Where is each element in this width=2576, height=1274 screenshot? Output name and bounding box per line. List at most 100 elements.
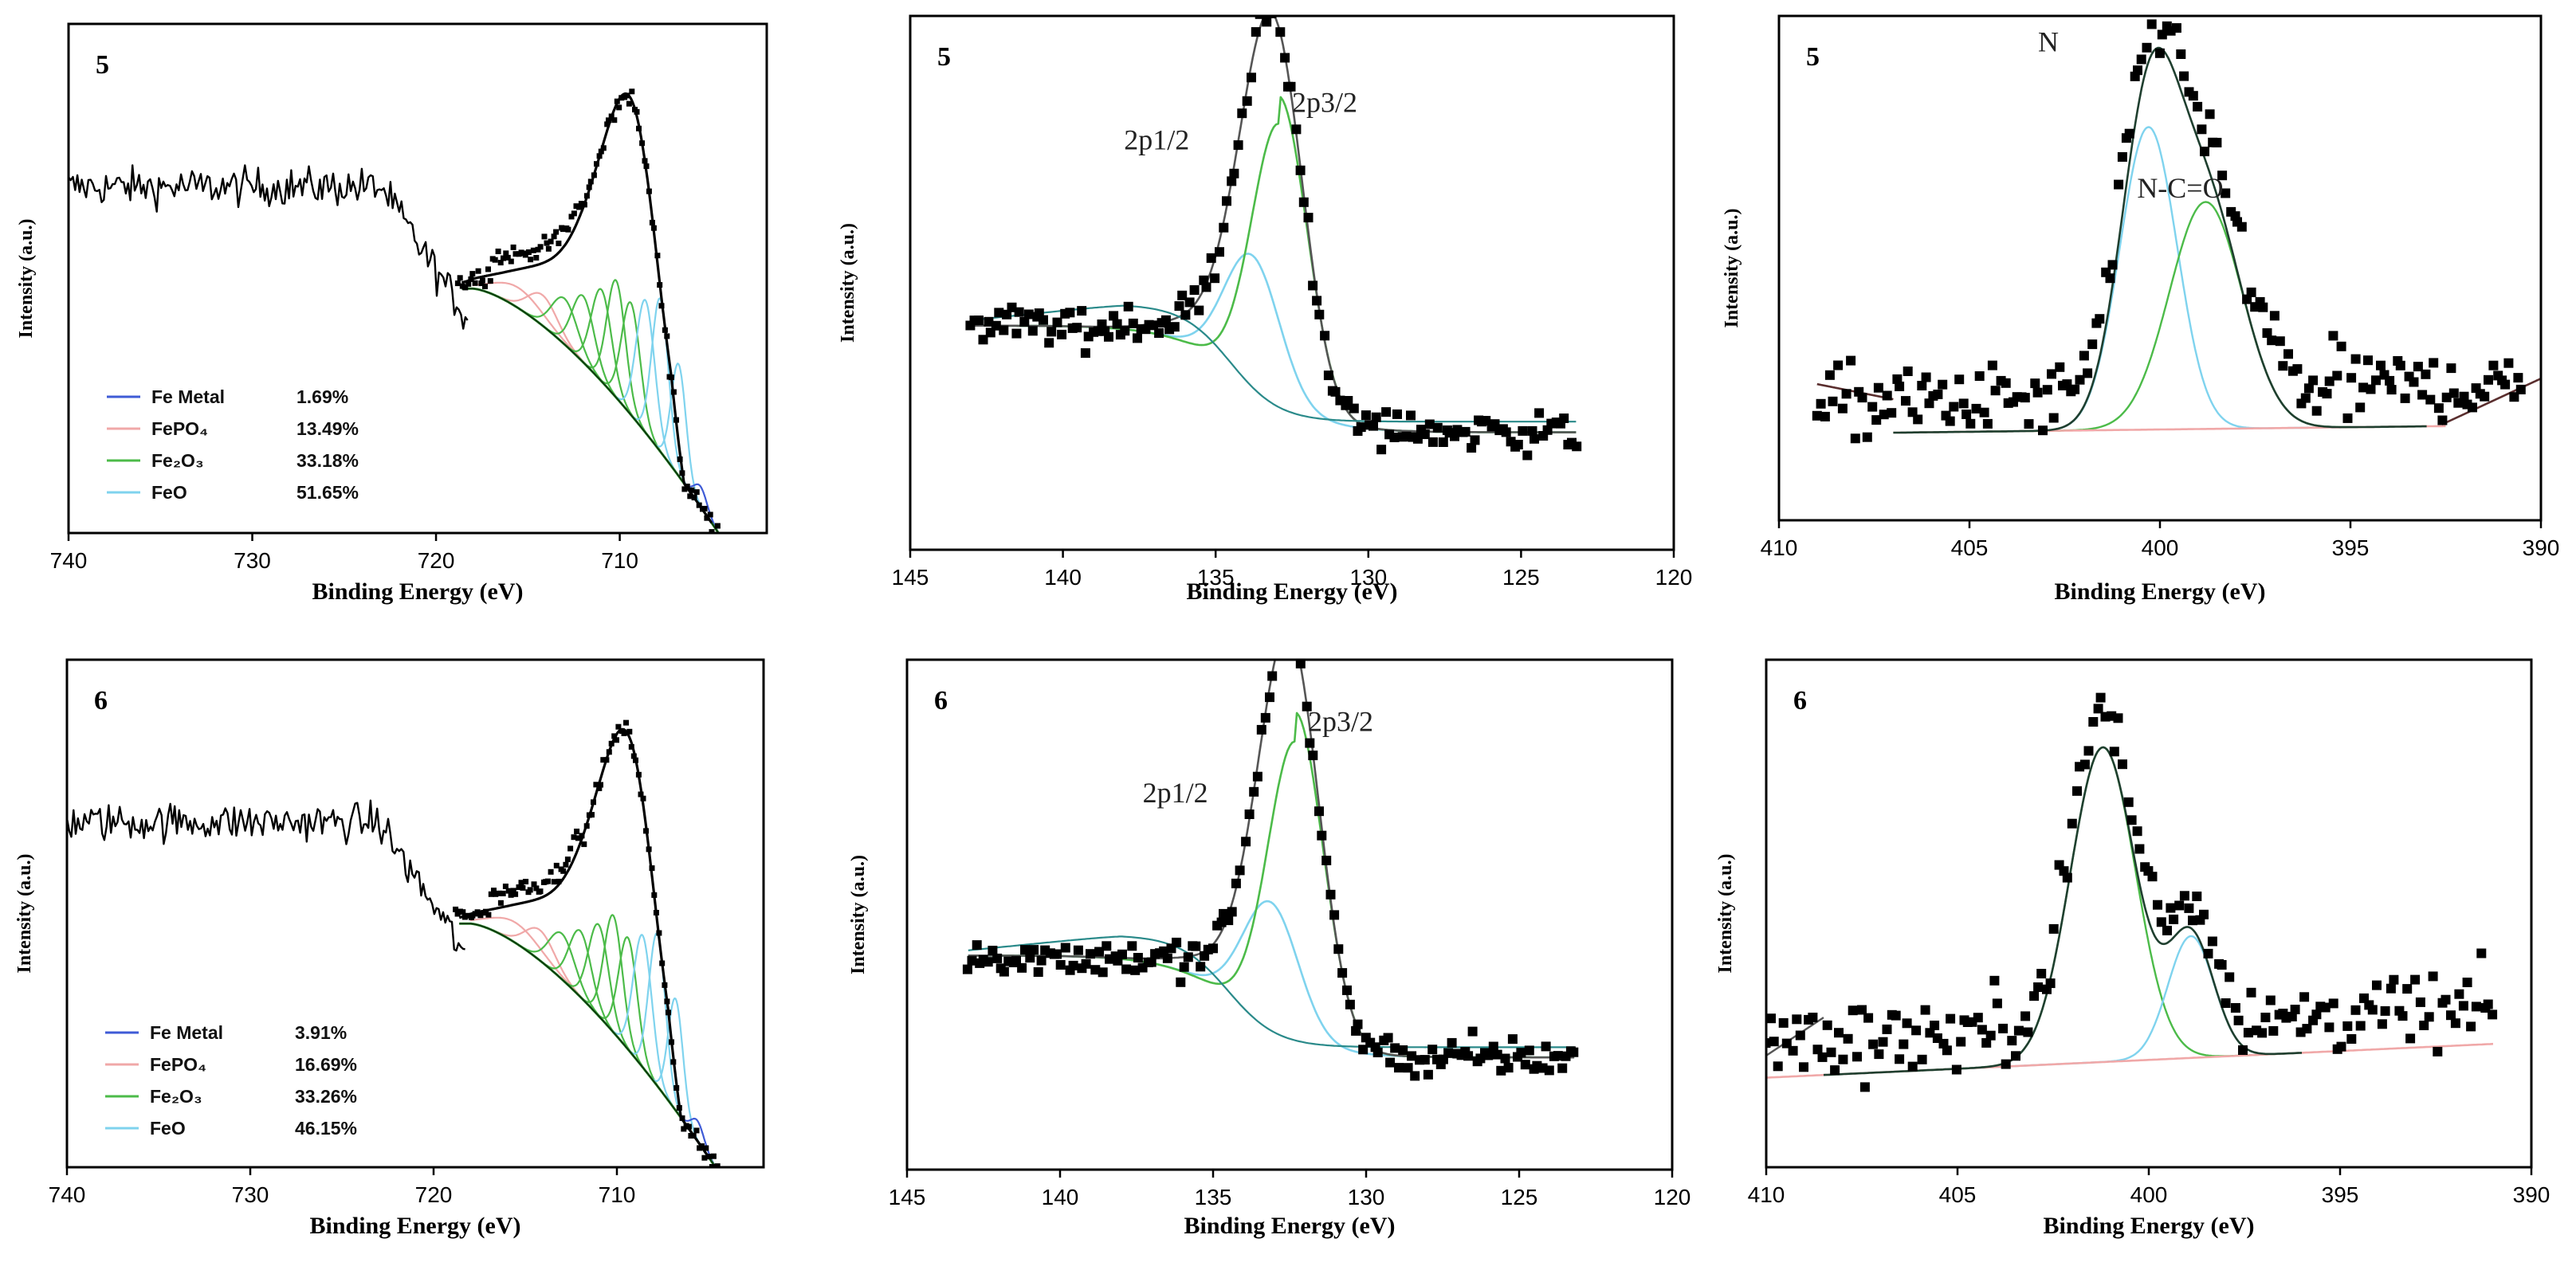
data-point bbox=[2448, 388, 2459, 398]
data-point bbox=[2001, 1059, 2011, 1069]
data-point bbox=[2380, 1005, 2390, 1016]
data-point bbox=[693, 489, 700, 496]
data-point bbox=[1942, 1045, 1952, 1056]
data-point bbox=[1443, 1048, 1454, 1058]
data-point bbox=[1101, 941, 1112, 951]
data-point bbox=[1260, 712, 1270, 723]
x-tick-label: 410 bbox=[1761, 535, 1798, 560]
x-tick-label: 135 bbox=[1195, 1185, 1232, 1209]
data-point bbox=[594, 161, 599, 167]
data-point bbox=[2320, 1002, 2331, 1013]
data-point bbox=[1524, 1045, 1534, 1056]
data-point bbox=[2200, 147, 2209, 157]
plot-area bbox=[1766, 692, 2498, 1092]
data-point bbox=[2476, 948, 2487, 958]
data-point bbox=[1343, 396, 1353, 406]
data-point bbox=[2268, 1025, 2279, 1036]
data-point bbox=[1210, 273, 1220, 284]
y-axis-label: Intensity (a.u.) bbox=[1722, 208, 1742, 327]
data-point bbox=[1267, 671, 1278, 681]
data-point bbox=[1280, 53, 1290, 63]
data-point bbox=[1235, 865, 1245, 876]
data-point bbox=[2303, 383, 2314, 394]
data-point bbox=[2311, 1009, 2322, 1020]
data-point bbox=[1766, 1038, 1771, 1049]
data-point bbox=[520, 884, 526, 891]
plot-frame bbox=[65, 658, 765, 1169]
x-tick-label: 390 bbox=[2523, 535, 2560, 560]
data-point bbox=[1817, 1052, 1828, 1062]
data-point bbox=[2346, 373, 2357, 383]
data-point bbox=[1895, 1054, 1905, 1064]
data-point bbox=[2036, 969, 2047, 978]
data-point bbox=[1470, 435, 1480, 445]
data-point bbox=[589, 812, 595, 818]
data-point bbox=[2032, 387, 2043, 398]
data-point bbox=[1903, 367, 1913, 376]
data-point bbox=[2072, 786, 2082, 796]
data-point bbox=[2157, 29, 2167, 40]
data-point bbox=[710, 1153, 717, 1159]
data-point bbox=[698, 1143, 705, 1149]
data-point bbox=[1392, 409, 1402, 419]
data-point bbox=[528, 257, 534, 263]
data-point bbox=[691, 495, 697, 500]
data-point bbox=[1956, 1037, 1966, 1047]
data-point bbox=[551, 879, 557, 885]
data-point bbox=[1314, 806, 1324, 817]
data-point bbox=[1979, 407, 1989, 417]
x-tick-label: 740 bbox=[49, 1182, 86, 1207]
data-point bbox=[2030, 378, 2040, 389]
data-point bbox=[581, 202, 587, 208]
data-point bbox=[1901, 396, 1910, 406]
data-point bbox=[1846, 355, 1856, 366]
data-point bbox=[2205, 109, 2215, 120]
data-point bbox=[978, 335, 988, 345]
data-point bbox=[1255, 16, 1265, 19]
data-point bbox=[1146, 957, 1156, 967]
data-point bbox=[1065, 308, 1075, 318]
data-point bbox=[689, 487, 695, 493]
data-point bbox=[1321, 856, 1332, 865]
data-point bbox=[1206, 253, 1216, 263]
data-point bbox=[1227, 907, 1237, 917]
data-point bbox=[2409, 377, 2419, 387]
data-point bbox=[668, 374, 674, 381]
data-point bbox=[487, 278, 493, 284]
data-point bbox=[495, 249, 501, 254]
data-point bbox=[2355, 1021, 2366, 1031]
data-point bbox=[2079, 759, 2090, 770]
data-point bbox=[1073, 945, 1083, 955]
data-point bbox=[603, 757, 610, 763]
data-point bbox=[1938, 379, 1948, 390]
data-point bbox=[548, 238, 554, 245]
x-tick-label: 400 bbox=[2142, 535, 2179, 560]
data-point bbox=[2038, 425, 2048, 436]
data-point bbox=[1247, 73, 1256, 83]
data-point bbox=[1120, 326, 1130, 336]
legend-value: 16.69% bbox=[295, 1054, 357, 1075]
plot-frame bbox=[909, 14, 1675, 551]
data-point bbox=[1312, 296, 1322, 306]
data-point bbox=[1381, 407, 1392, 417]
panel-tag: 5 bbox=[937, 42, 951, 72]
data-point bbox=[461, 914, 468, 920]
data-point bbox=[548, 868, 554, 875]
data-point bbox=[1892, 374, 1903, 384]
data-point bbox=[662, 982, 668, 988]
data-point bbox=[639, 140, 646, 147]
data-point bbox=[1174, 301, 1184, 312]
data-point bbox=[483, 908, 489, 915]
data-point bbox=[624, 92, 630, 99]
data-point bbox=[646, 188, 652, 194]
legend-label: FePO₄ bbox=[150, 1054, 206, 1075]
data-point bbox=[2269, 311, 2280, 321]
data-point bbox=[1427, 1045, 1438, 1055]
data-point bbox=[2013, 1025, 2024, 1036]
data-point bbox=[505, 888, 512, 894]
data-point bbox=[600, 145, 607, 151]
data-point bbox=[673, 417, 679, 423]
data-point bbox=[2124, 128, 2134, 139]
data-point bbox=[1109, 311, 1119, 321]
